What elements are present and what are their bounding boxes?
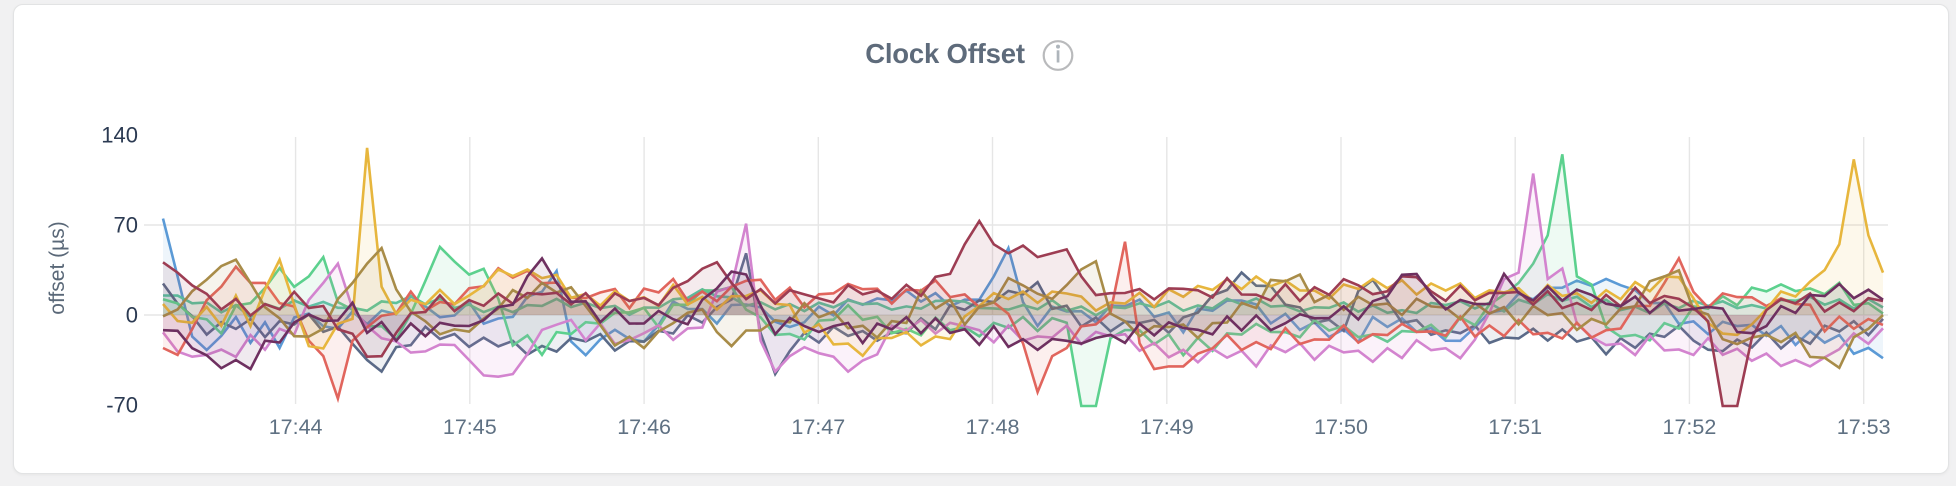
svg-text:17:51: 17:51 — [1488, 415, 1542, 439]
svg-text:17:45: 17:45 — [443, 415, 497, 439]
svg-text:17:47: 17:47 — [791, 415, 845, 439]
svg-text:17:49: 17:49 — [1140, 415, 1194, 439]
svg-text:0: 0 — [126, 303, 138, 328]
svg-text:17:50: 17:50 — [1314, 415, 1368, 439]
svg-text:17:52: 17:52 — [1662, 415, 1716, 439]
svg-text:17:48: 17:48 — [966, 415, 1020, 439]
svg-text:70: 70 — [114, 213, 138, 238]
svg-text:17:46: 17:46 — [617, 415, 671, 439]
svg-text:17:53: 17:53 — [1837, 415, 1891, 439]
svg-text:Clock Offset: Clock Offset — [865, 38, 1025, 69]
svg-text:offset (µs): offset (µs) — [46, 221, 69, 314]
svg-text:17:44: 17:44 — [269, 415, 323, 439]
svg-text:140: 140 — [101, 123, 138, 148]
svg-text:-70: -70 — [106, 393, 138, 418]
